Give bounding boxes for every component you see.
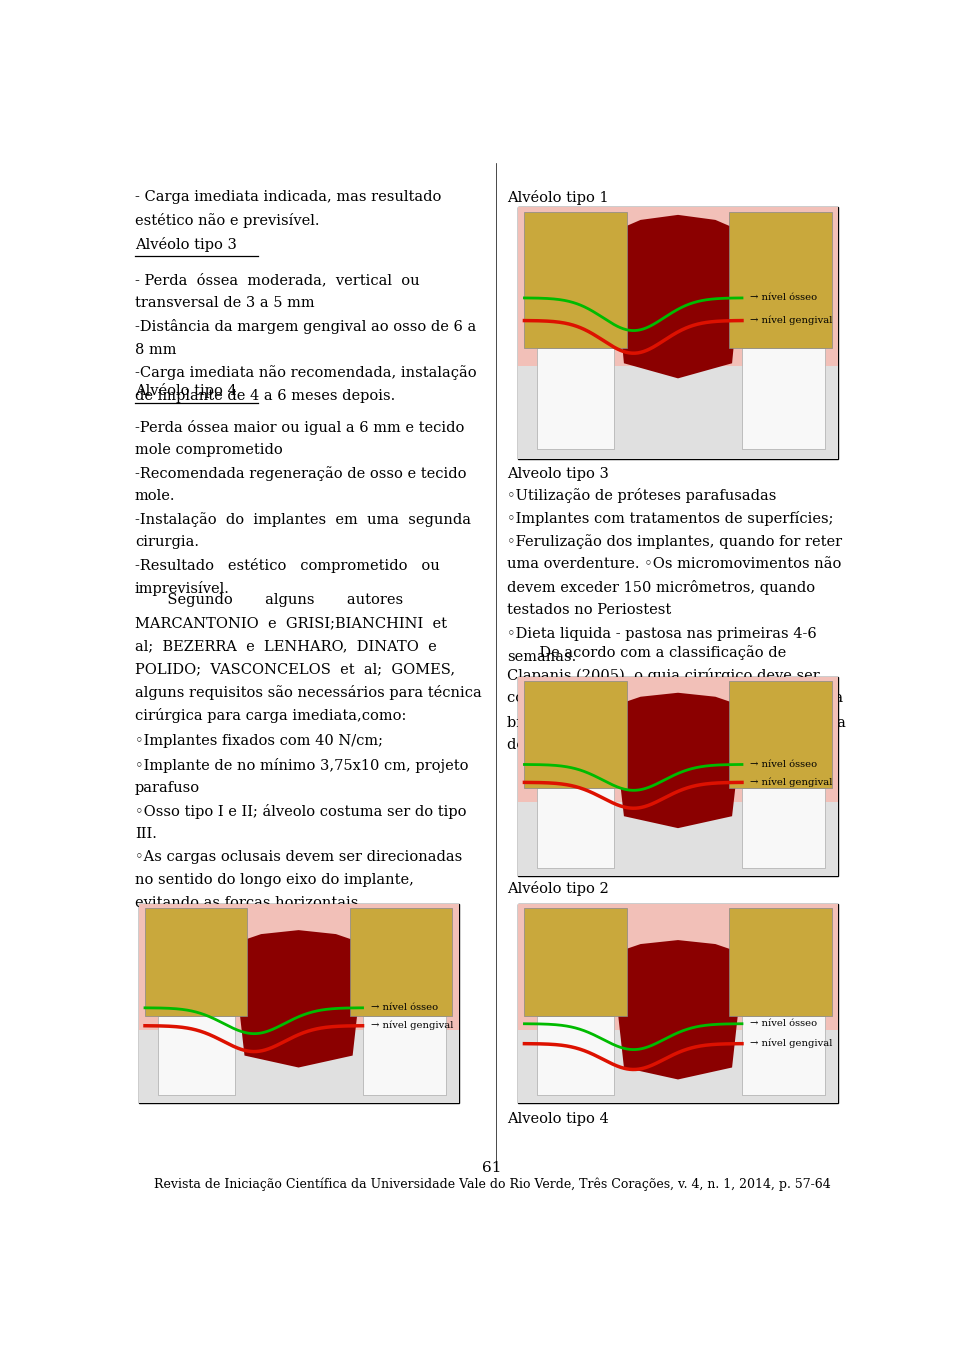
Text: do álveolo dentário.: do álveolo dentário. xyxy=(507,738,654,751)
Text: ◦Implante de no mínimo 3,75x10 cm, projeto: ◦Implante de no mínimo 3,75x10 cm, proje… xyxy=(134,758,468,773)
Text: Segundo       alguns       autores: Segundo alguns autores xyxy=(134,593,403,607)
Polygon shape xyxy=(730,212,831,348)
Text: → nível ósseo: → nível ósseo xyxy=(371,1003,438,1013)
Text: -Perda óssea maior ou igual a 6 mm e tecido: -Perda óssea maior ou igual a 6 mm e tec… xyxy=(134,421,465,436)
Text: transversal de 3 a 5 mm: transversal de 3 a 5 mm xyxy=(134,297,315,310)
Bar xyxy=(518,676,838,806)
Text: alguns requisitos são necessários para técnica: alguns requisitos são necessários para t… xyxy=(134,685,482,700)
Text: De acordo com a classificação de: De acordo com a classificação de xyxy=(507,645,786,660)
Text: ◦As cargas oclusais devem ser direcionadas: ◦As cargas oclusais devem ser direcionad… xyxy=(134,849,462,864)
Text: -Carga imediata não recomendada, instalação: -Carga imediata não recomendada, instala… xyxy=(134,366,476,381)
Text: parafuso: parafuso xyxy=(134,781,200,795)
Polygon shape xyxy=(730,680,831,788)
Bar xyxy=(518,1030,838,1104)
Bar xyxy=(518,366,838,459)
Text: no sentido do longo eixo do implante,: no sentido do longo eixo do implante, xyxy=(134,872,414,887)
Text: Alveolo tipo 3: Alveolo tipo 3 xyxy=(507,467,609,482)
Polygon shape xyxy=(524,680,627,788)
Bar xyxy=(138,904,459,1104)
Text: ◦Osso tipo I e II; álveolo costuma ser do tipo: ◦Osso tipo I e II; álveolo costuma ser d… xyxy=(134,803,467,818)
Polygon shape xyxy=(612,693,745,827)
Bar xyxy=(138,904,459,1033)
Text: semanas.: semanas. xyxy=(507,649,576,664)
Polygon shape xyxy=(363,1015,445,1096)
Bar xyxy=(518,207,838,459)
Text: Alvéolo tipo 2: Alvéolo tipo 2 xyxy=(507,881,609,896)
Text: de implante de 4 a 6 meses depois.: de implante de 4 a 6 meses depois. xyxy=(134,389,396,403)
Text: MARCANTONIO  e  GRISI;BIANCHINI  et: MARCANTONIO e GRISI;BIANCHINI et xyxy=(134,617,446,630)
Polygon shape xyxy=(232,930,365,1067)
Text: 8 mm: 8 mm xyxy=(134,343,177,357)
Text: ◦Implantes com tratamentos de superfícies;: ◦Implantes com tratamentos de superfície… xyxy=(507,512,833,527)
Text: estético não e previsível.: estético não e previsível. xyxy=(134,212,320,227)
Text: broca cirúrgica penetrando na tábua palatina: broca cirúrgica penetrando na tábua pala… xyxy=(507,715,846,729)
Polygon shape xyxy=(157,1015,234,1096)
Text: Alvéolo tipo 4: Alvéolo tipo 4 xyxy=(134,384,236,399)
Text: Revista de Iniciação Científica da Universidade Vale do Rio Verde, Três Corações: Revista de Iniciação Científica da Unive… xyxy=(154,1177,830,1191)
Text: → nível ósseo: → nível ósseo xyxy=(750,294,817,302)
Text: -Resultado   estético   comprometido   ou: -Resultado estético comprometido ou xyxy=(134,558,440,573)
Text: → nível gengival: → nível gengival xyxy=(750,316,832,325)
Polygon shape xyxy=(349,908,452,1015)
Polygon shape xyxy=(612,940,745,1079)
Bar xyxy=(518,904,838,1104)
Text: mole.: mole. xyxy=(134,489,176,504)
Text: Alvéolo tipo 3: Alvéolo tipo 3 xyxy=(134,237,237,252)
Polygon shape xyxy=(524,908,627,1015)
Text: al;  BEZERRA  e  LENHARO,  DINATO  e: al; BEZERRA e LENHARO, DINATO e xyxy=(134,640,437,653)
Text: Alveolo tipo 4: Alveolo tipo 4 xyxy=(507,1112,609,1126)
Text: - Perda  óssea  moderada,  vertical  ou: - Perda óssea moderada, vertical ou xyxy=(134,274,420,287)
Bar xyxy=(518,802,838,876)
Text: -Instalação  do  implantes  em  uma  segunda: -Instalação do implantes em uma segunda xyxy=(134,512,470,527)
Text: cirurgia.: cirurgia. xyxy=(134,535,199,550)
Bar xyxy=(518,904,838,1033)
Text: testados no Periostest: testados no Periostest xyxy=(507,603,671,618)
Text: ◦Implantes fixados com 40 N/cm;: ◦Implantes fixados com 40 N/cm; xyxy=(134,735,383,749)
Text: imprevisível.: imprevisível. xyxy=(134,581,229,596)
Polygon shape xyxy=(524,212,627,348)
Text: → nível gengival: → nível gengival xyxy=(750,1038,832,1048)
Polygon shape xyxy=(145,908,248,1015)
Text: ◦Dieta liquida - pastosa nas primeiras 4-6: ◦Dieta liquida - pastosa nas primeiras 4… xyxy=(507,626,817,641)
Text: uma overdenture. ◦Os micromovimentos não: uma overdenture. ◦Os micromovimentos não xyxy=(507,558,841,572)
Polygon shape xyxy=(612,215,745,378)
Polygon shape xyxy=(538,788,614,868)
Text: mole comprometido: mole comprometido xyxy=(134,444,282,457)
Text: ◦Ferulização dos implantes, quando for reter: ◦Ferulização dos implantes, quando for r… xyxy=(507,535,842,550)
Bar xyxy=(518,207,838,370)
Text: ◦Utilização de próteses parafusadas: ◦Utilização de próteses parafusadas xyxy=(507,489,777,504)
Polygon shape xyxy=(742,348,826,449)
Bar xyxy=(138,1030,459,1104)
Text: - Carga imediata indicada, mas resultado: - Carga imediata indicada, mas resultado xyxy=(134,189,442,204)
Text: POLIDO;  VASCONCELOS  et  al;  GOMES,: POLIDO; VASCONCELOS et al; GOMES, xyxy=(134,663,455,676)
Text: III.: III. xyxy=(134,826,156,841)
Text: cirúrgica para carga imediata,como:: cirúrgica para carga imediata,como: xyxy=(134,708,406,723)
Text: 61: 61 xyxy=(482,1161,502,1175)
Text: Clapanis (2005), o guia cirúrgico deve ser: Clapanis (2005), o guia cirúrgico deve s… xyxy=(507,668,820,683)
Polygon shape xyxy=(742,1015,826,1096)
Text: → nível ósseo: → nível ósseo xyxy=(750,759,817,769)
Text: colocado sobre o local da cirurgia e utilizar a: colocado sobre o local da cirurgia e uti… xyxy=(507,691,843,705)
Polygon shape xyxy=(538,1015,614,1096)
Text: evitando as forcas horizontais.: evitando as forcas horizontais. xyxy=(134,896,363,911)
Text: → nível gengival: → nível gengival xyxy=(371,1021,453,1030)
Polygon shape xyxy=(538,348,614,449)
Text: → nível gengival: → nível gengival xyxy=(750,777,832,787)
Text: -Recomendada regeneração de osso e tecido: -Recomendada regeneração de osso e tecid… xyxy=(134,467,467,480)
Bar xyxy=(518,676,838,876)
Polygon shape xyxy=(742,788,826,868)
Text: -Distância da margem gengival ao osso de 6 a: -Distância da margem gengival ao osso de… xyxy=(134,320,476,335)
Text: → nível ósseo: → nível ósseo xyxy=(750,1019,817,1029)
Text: devem exceder 150 micrômetros, quando: devem exceder 150 micrômetros, quando xyxy=(507,580,815,595)
Text: Alvéolo tipo 1: Alvéolo tipo 1 xyxy=(507,189,609,204)
Polygon shape xyxy=(730,908,831,1015)
